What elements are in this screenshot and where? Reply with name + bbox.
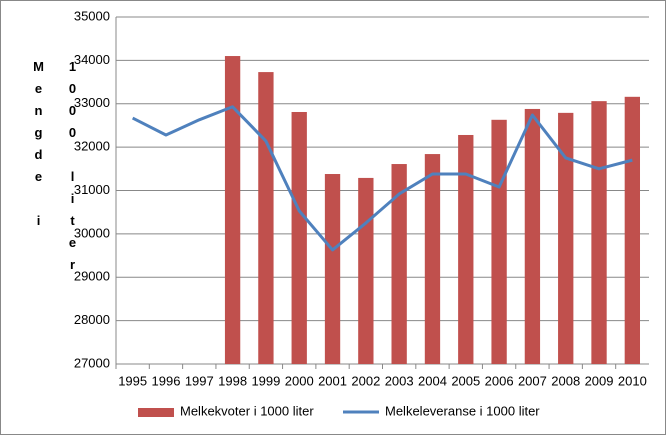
y-tick-label: 27000 bbox=[74, 355, 110, 370]
y-tick-label: 34000 bbox=[74, 52, 110, 67]
line bbox=[131, 105, 633, 252]
y-tick-label: 35000 bbox=[74, 8, 110, 23]
legend-label: Melkekvoter i 1000 liter bbox=[180, 403, 314, 418]
bar bbox=[591, 101, 607, 365]
x-tick-label: 2007 bbox=[518, 373, 547, 388]
x-tick-label: 2002 bbox=[351, 373, 380, 388]
x-tick-label: 2003 bbox=[385, 373, 414, 388]
y-tick-label: 32000 bbox=[74, 139, 110, 154]
bar bbox=[458, 134, 474, 364]
x-tick-label: 1996 bbox=[152, 373, 181, 388]
y-tick-label: 29000 bbox=[74, 269, 110, 284]
x-tick-label: 2004 bbox=[418, 373, 447, 388]
bar bbox=[258, 72, 274, 365]
x-tick-label: 2001 bbox=[318, 373, 347, 388]
bar bbox=[391, 164, 407, 364]
bar bbox=[358, 177, 374, 364]
bar bbox=[324, 174, 341, 364]
bar bbox=[524, 108, 541, 364]
x-tick-label: 1997 bbox=[185, 373, 214, 388]
y-tick-label: 31000 bbox=[74, 182, 110, 197]
x-tick-label: 2005 bbox=[451, 373, 480, 388]
x-tick-label: 2009 bbox=[585, 373, 614, 388]
bar bbox=[224, 56, 241, 364]
y-tick-label: 30000 bbox=[74, 225, 110, 240]
x-tick-label: 1999 bbox=[251, 373, 280, 388]
legend-label: Melkeleveranse i 1000 liter bbox=[385, 403, 540, 418]
x-tick-label: 1995 bbox=[118, 373, 147, 388]
bar bbox=[558, 112, 574, 364]
x-tick-label: 2000 bbox=[285, 373, 314, 388]
y-tick-label: 28000 bbox=[74, 312, 110, 327]
bar bbox=[624, 96, 641, 364]
bar bbox=[491, 119, 507, 364]
bar bbox=[424, 154, 441, 364]
x-tick-label: 1998 bbox=[218, 373, 247, 388]
x-tick-label: 2006 bbox=[485, 373, 514, 388]
bar bbox=[291, 111, 307, 365]
legend-swatch bbox=[138, 408, 174, 417]
y-axis-label: Mengde i 1000 liter bbox=[31, 59, 80, 279]
x-tick-label: 2008 bbox=[551, 373, 580, 388]
x-tick-label: 2010 bbox=[618, 373, 647, 388]
y-tick-label: 33000 bbox=[74, 95, 110, 110]
